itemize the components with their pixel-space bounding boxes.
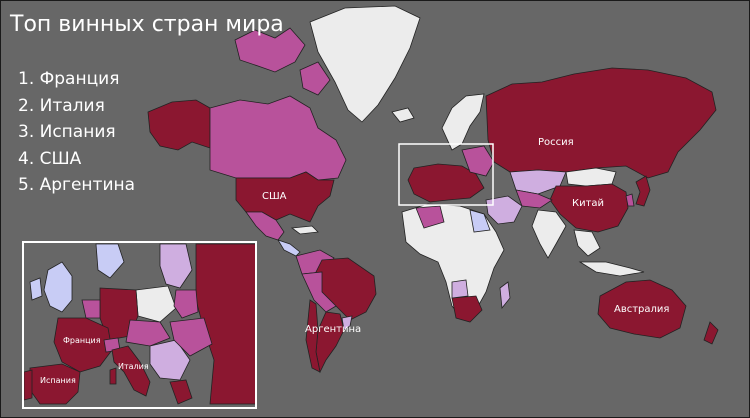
canada xyxy=(209,95,347,181)
inset-ireland xyxy=(29,277,43,301)
inset-norway xyxy=(95,243,125,279)
north-africa-producers xyxy=(415,205,445,229)
chile xyxy=(305,299,321,373)
mongolia xyxy=(565,167,617,187)
inset-label-italy: Италия xyxy=(118,362,149,371)
ranking-item: 3. Испания xyxy=(18,122,116,142)
label-usa: США xyxy=(262,191,287,202)
greenland xyxy=(309,5,421,123)
inset-portugal xyxy=(23,369,33,401)
canada-arctic-islands-2 xyxy=(299,61,331,96)
inset-central xyxy=(125,319,171,347)
argentina xyxy=(315,311,345,374)
iceland xyxy=(391,107,415,123)
western-europe xyxy=(407,163,485,203)
inset-sweden xyxy=(159,243,193,289)
africa xyxy=(401,203,505,321)
south-africa xyxy=(451,295,483,323)
australia xyxy=(597,279,687,339)
inset-benelux xyxy=(81,299,101,319)
inset-sardinia xyxy=(109,367,117,385)
central-asia xyxy=(515,189,553,209)
label-russia: Россия xyxy=(538,137,574,148)
russia xyxy=(485,67,717,179)
ranking-item: 5. Аргентина xyxy=(18,175,136,195)
southeast-asia xyxy=(573,229,601,257)
inset-label-france: Франция xyxy=(63,336,101,345)
cuba xyxy=(290,225,319,235)
ranking-item: 4. США xyxy=(18,148,82,169)
eastern-europe xyxy=(461,145,495,177)
page-title: Топ винных стран мира xyxy=(10,12,284,37)
japan xyxy=(635,175,651,207)
indonesia xyxy=(578,261,645,277)
brazil xyxy=(313,257,377,321)
inset-ukraine xyxy=(169,317,213,357)
europe-highlight-box xyxy=(398,143,494,206)
madagascar xyxy=(499,281,511,310)
ranking-item: 1. Франция xyxy=(18,69,120,89)
central-america xyxy=(277,239,301,257)
label-argentina: Аргентина xyxy=(305,324,361,335)
europe-inset: Франция Италия Испания xyxy=(22,241,257,409)
inset-france xyxy=(53,317,113,373)
ranking-list: 1. Франция 2. Италия 3. Испания 4. США 5… xyxy=(18,66,135,199)
egypt xyxy=(469,209,491,233)
inset-uk xyxy=(43,261,73,313)
canada-arctic-islands xyxy=(234,27,306,73)
scandinavia xyxy=(441,93,485,151)
new-zealand xyxy=(703,321,719,345)
namibia xyxy=(451,279,469,299)
uruguay xyxy=(341,315,353,331)
ranking-item: 2. Италия xyxy=(18,95,105,116)
korea xyxy=(625,193,635,207)
india xyxy=(531,209,567,259)
middle-east xyxy=(485,195,523,225)
inset-italy xyxy=(111,345,151,397)
alaska xyxy=(147,99,211,151)
china xyxy=(549,183,629,233)
inset-greece xyxy=(169,379,193,405)
label-australia: Австралия xyxy=(614,304,669,315)
mexico xyxy=(245,211,285,241)
inset-label-spain: Испания xyxy=(40,376,76,385)
peru-bolivia xyxy=(301,271,337,313)
inset-baltics xyxy=(173,289,199,319)
label-china: Китай xyxy=(572,198,604,209)
